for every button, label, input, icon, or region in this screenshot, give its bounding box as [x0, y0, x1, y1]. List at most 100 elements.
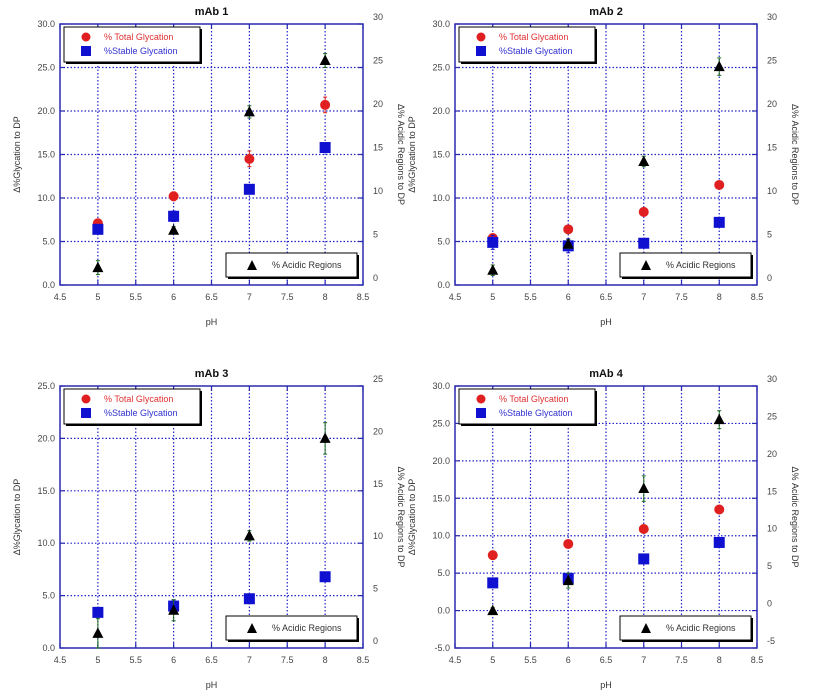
y2-tick-label: 5	[767, 561, 772, 571]
y2-tick-label: 25	[767, 56, 777, 66]
data-point-triangle	[319, 432, 331, 443]
x-tick-label: 5	[490, 655, 495, 665]
chart-title: mAb 2	[589, 6, 623, 18]
data-point-square	[487, 236, 499, 248]
data-point-square	[243, 593, 255, 605]
x-tick-label: 6.5	[600, 292, 613, 302]
y-tick-label: 20.0	[37, 106, 55, 116]
y2-tick-label: 20	[767, 449, 777, 459]
x-tick-label: 5.5	[524, 292, 537, 302]
legend-label-total: % Total Glycation	[104, 394, 173, 404]
data-point-square	[92, 606, 104, 618]
y-tick-label: 30.0	[432, 381, 450, 391]
x-tick-label: 7.5	[281, 292, 294, 302]
legend-acidic: % Acidic Regions	[619, 615, 753, 642]
series-circle	[92, 96, 331, 229]
data-point-triangle	[562, 238, 574, 249]
x-tick-label: 7	[247, 655, 252, 665]
x-axis-label: pH	[600, 317, 612, 327]
data-point-triangle	[168, 224, 180, 235]
y-tick-label: -5.0	[434, 643, 450, 653]
y2-tick-label: 5	[373, 230, 378, 240]
series-circle	[487, 504, 725, 561]
x-tick-label: 8.5	[751, 655, 764, 665]
legend-label-total: % Total Glycation	[104, 32, 173, 42]
y-tick-label: 15.0	[37, 150, 55, 160]
legend-label-total: % Total Glycation	[499, 394, 568, 404]
legend-glycation: % Total Glycation %Stable Glycation	[458, 26, 597, 64]
y-tick-label: 25.0	[37, 63, 55, 73]
data-point-triangle	[487, 604, 499, 616]
legend-box	[619, 615, 752, 641]
y2-tick-label: 10	[767, 186, 777, 196]
x-tick-label: 8	[717, 655, 722, 665]
legend-triangle-icon	[247, 623, 257, 633]
data-point-square	[487, 577, 499, 589]
data-point-triangle	[92, 627, 104, 638]
data-point-circle	[638, 523, 649, 534]
y2-tick-label: 15	[767, 143, 777, 153]
y-axis-label: Δ%Glycation to DP	[407, 116, 417, 193]
y-tick-label: 30.0	[37, 19, 55, 29]
y-tick-label: 20.0	[37, 433, 55, 443]
x-tick-label: 5.5	[524, 655, 537, 665]
data-point-circle	[714, 504, 725, 515]
legend-label-total: % Total Glycation	[499, 32, 568, 42]
x-tick-label: 6	[566, 292, 571, 302]
data-point-triangle	[487, 264, 499, 275]
chart-title: mAb 4	[589, 368, 624, 380]
y-tick-label: 5.0	[42, 237, 55, 247]
y-axis-label: Δ%Glycation to DP	[12, 116, 22, 193]
legend-triangle-icon	[641, 623, 651, 633]
x-axis-label: pH	[206, 680, 218, 690]
y-tick-label: 5.0	[437, 568, 450, 578]
x-tick-label: 7.5	[281, 655, 294, 665]
y-tick-label: 30.0	[432, 19, 450, 29]
data-point-circle	[168, 191, 179, 202]
y-tick-label: 10.0	[432, 193, 450, 203]
series-triangle	[92, 422, 331, 649]
y2-tick-label: 15	[373, 479, 383, 489]
data-point-circle	[563, 224, 574, 235]
data-point-circle	[638, 206, 649, 217]
chart-title: mAb 1	[195, 6, 229, 18]
data-point-square	[243, 183, 255, 195]
series-square	[92, 142, 331, 235]
y2-tick-label: 30	[767, 374, 777, 384]
y2-tick-label: 10	[767, 524, 777, 534]
y2-tick-label: 5	[373, 584, 378, 594]
x-tick-label: 4.5	[54, 655, 67, 665]
x-tick-label: 8	[717, 292, 722, 302]
legend-label-acidic: % Acidic Regions	[272, 623, 342, 633]
y2-tick-label: 0	[373, 273, 378, 283]
legend-square-icon	[81, 46, 91, 56]
y2-tick-label: 20	[767, 99, 777, 109]
x-tick-label: 7	[641, 655, 646, 665]
data-point-square	[319, 142, 331, 154]
y2-tick-label: 0	[373, 636, 378, 646]
y-tick-label: 10.0	[432, 531, 450, 541]
y-tick-label: 15.0	[37, 486, 55, 496]
y2-tick-label: 30	[767, 12, 777, 22]
x-tick-label: 6.5	[205, 292, 218, 302]
data-point-circle	[714, 179, 725, 190]
y2-axis-label: Δ% Acidic Regions to DP	[790, 466, 800, 567]
x-tick-label: 6.5	[205, 655, 218, 665]
y-axis-label: Δ%Glycation to DP	[407, 479, 417, 556]
x-tick-label: 6.5	[600, 655, 613, 665]
y2-tick-label: -5	[767, 636, 775, 646]
legend-acidic: % Acidic Regions	[225, 252, 359, 279]
y2-tick-label: 15	[767, 486, 777, 496]
y-tick-label: 5.0	[42, 591, 55, 601]
y2-tick-label: 15	[373, 143, 383, 153]
legend-box	[225, 252, 358, 278]
y2-tick-label: 20	[373, 99, 383, 109]
legend-label-stable: %Stable Glycation	[104, 46, 178, 56]
x-axis-label: pH	[206, 317, 218, 327]
legend-glycation: % Total Glycation %Stable Glycation	[63, 26, 202, 64]
legend-label-acidic: % Acidic Regions	[666, 260, 736, 270]
y2-axis-label: Δ% Acidic Regions to DP	[396, 104, 406, 205]
y2-tick-label: 5	[767, 230, 772, 240]
y-tick-label: 10.0	[37, 193, 55, 203]
y2-tick-label: 25	[767, 411, 777, 421]
